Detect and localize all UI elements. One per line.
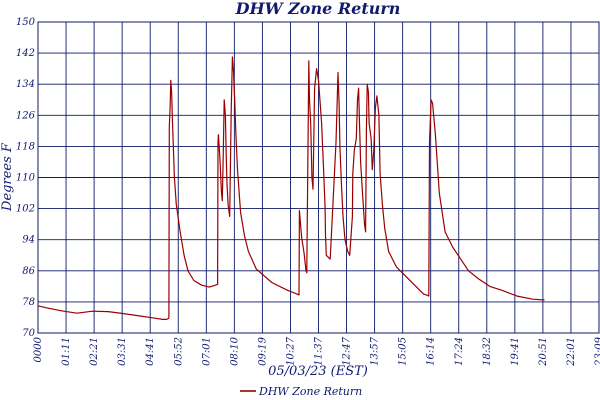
y-tick-label: 150 bbox=[16, 17, 36, 28]
y-tick-label: 118 bbox=[16, 141, 35, 152]
series-layer bbox=[37, 56, 545, 320]
x-axis-ticks: 0000 01:11 02:21 03:31 04:41 05:52 07:01 08:10 0… bbox=[33, 336, 600, 366]
legend-label: DHW Zone Return bbox=[258, 385, 362, 398]
x-tick-label: 09:19 bbox=[257, 336, 268, 365]
x-tick-label: 17:24 bbox=[454, 337, 465, 366]
x-tick-label: 15:05 bbox=[398, 337, 409, 366]
y-tick-label: 86 bbox=[22, 266, 35, 277]
x-tick-label: 23:09 bbox=[594, 336, 600, 366]
x-tick-label: 07:01 bbox=[201, 337, 212, 366]
y-axis-title: Degrees F bbox=[0, 142, 15, 212]
y-tick-label: 102 bbox=[16, 204, 35, 215]
x-tick-label: 11:37 bbox=[314, 336, 325, 365]
x-tick-label: 20:51 bbox=[538, 337, 549, 367]
chart-title: DHW Zone Return bbox=[235, 0, 401, 18]
x-tick-label: 13:57 bbox=[370, 336, 381, 365]
x-tick-label: 05:52 bbox=[173, 337, 184, 366]
x-tick-label: 16:14 bbox=[426, 337, 437, 366]
x-tick-label: 0000 bbox=[33, 336, 44, 362]
y-axis-ticks: 70 78 86 94 102 110 118 126 134 142 150 bbox=[16, 17, 36, 339]
plot-frame bbox=[37, 21, 600, 334]
x-tick-label: 10:27 bbox=[285, 336, 296, 365]
x-tick-label: 02:21 bbox=[89, 337, 100, 366]
x-tick-label: 22:01 bbox=[566, 337, 577, 367]
x-tick-label: 04:41 bbox=[145, 337, 156, 366]
x-tick-label: 01:11 bbox=[61, 337, 72, 366]
grid bbox=[37, 21, 600, 334]
y-tick-label: 126 bbox=[16, 110, 36, 121]
x-tick-label: 19:41 bbox=[510, 337, 521, 366]
x-axis-title: 05/03/23 (EST) bbox=[268, 364, 368, 379]
y-tick-label: 134 bbox=[16, 79, 35, 90]
x-tick-label: 12:47 bbox=[342, 336, 353, 365]
y-tick-label: 110 bbox=[16, 173, 36, 184]
y-tick-label: 94 bbox=[22, 235, 35, 246]
y-tick-label: 78 bbox=[22, 297, 35, 308]
x-tick-label: 08:10 bbox=[229, 336, 240, 365]
y-tick-label: 70 bbox=[22, 328, 35, 339]
x-tick-label: 03:31 bbox=[117, 337, 128, 366]
y-tick-label: 142 bbox=[16, 48, 35, 59]
legend: DHW Zone Return bbox=[240, 385, 362, 398]
series-line-0 bbox=[37, 56, 545, 320]
x-tick-label: 18:32 bbox=[482, 337, 493, 366]
